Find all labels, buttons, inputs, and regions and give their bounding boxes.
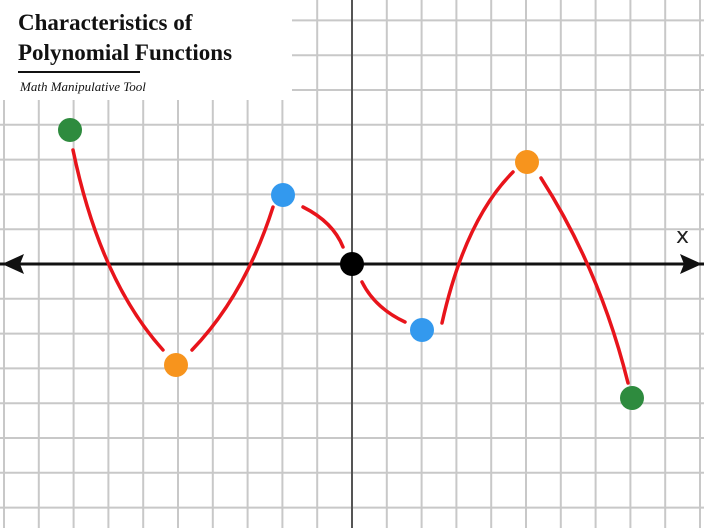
end-point <box>58 118 82 142</box>
curve <box>301 205 345 249</box>
x-axis-label: x <box>676 224 689 249</box>
extremum-point <box>271 183 295 207</box>
arrow-right <box>680 254 702 274</box>
end-point <box>620 386 644 410</box>
curve <box>539 176 630 385</box>
extremum-point <box>410 318 434 342</box>
origin-point <box>340 252 364 276</box>
title-line: Polynomial Functions <box>18 40 232 65</box>
arrow-left <box>2 254 24 274</box>
curve <box>71 148 165 352</box>
title-backdrop <box>0 0 292 100</box>
extremum-point <box>515 150 539 174</box>
curve <box>440 170 515 325</box>
curve <box>190 205 275 352</box>
curve <box>360 280 407 324</box>
subtitle: Math Manipulative Tool <box>19 79 146 94</box>
title-line: Characteristics of <box>18 10 193 35</box>
extremum-point <box>164 353 188 377</box>
